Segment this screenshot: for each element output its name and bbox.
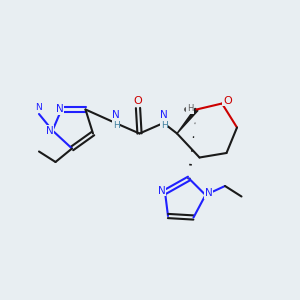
Text: N: N xyxy=(158,185,166,196)
Text: O: O xyxy=(223,95,232,106)
Text: H: H xyxy=(161,122,167,130)
Text: N: N xyxy=(56,104,64,115)
Text: N: N xyxy=(205,188,212,199)
Text: O: O xyxy=(134,95,142,106)
Text: N: N xyxy=(36,103,42,112)
Text: H: H xyxy=(113,122,119,130)
Text: N: N xyxy=(112,110,120,121)
Polygon shape xyxy=(177,108,198,134)
Text: H: H xyxy=(187,104,193,113)
Text: N: N xyxy=(160,110,168,121)
Text: N: N xyxy=(46,125,54,136)
